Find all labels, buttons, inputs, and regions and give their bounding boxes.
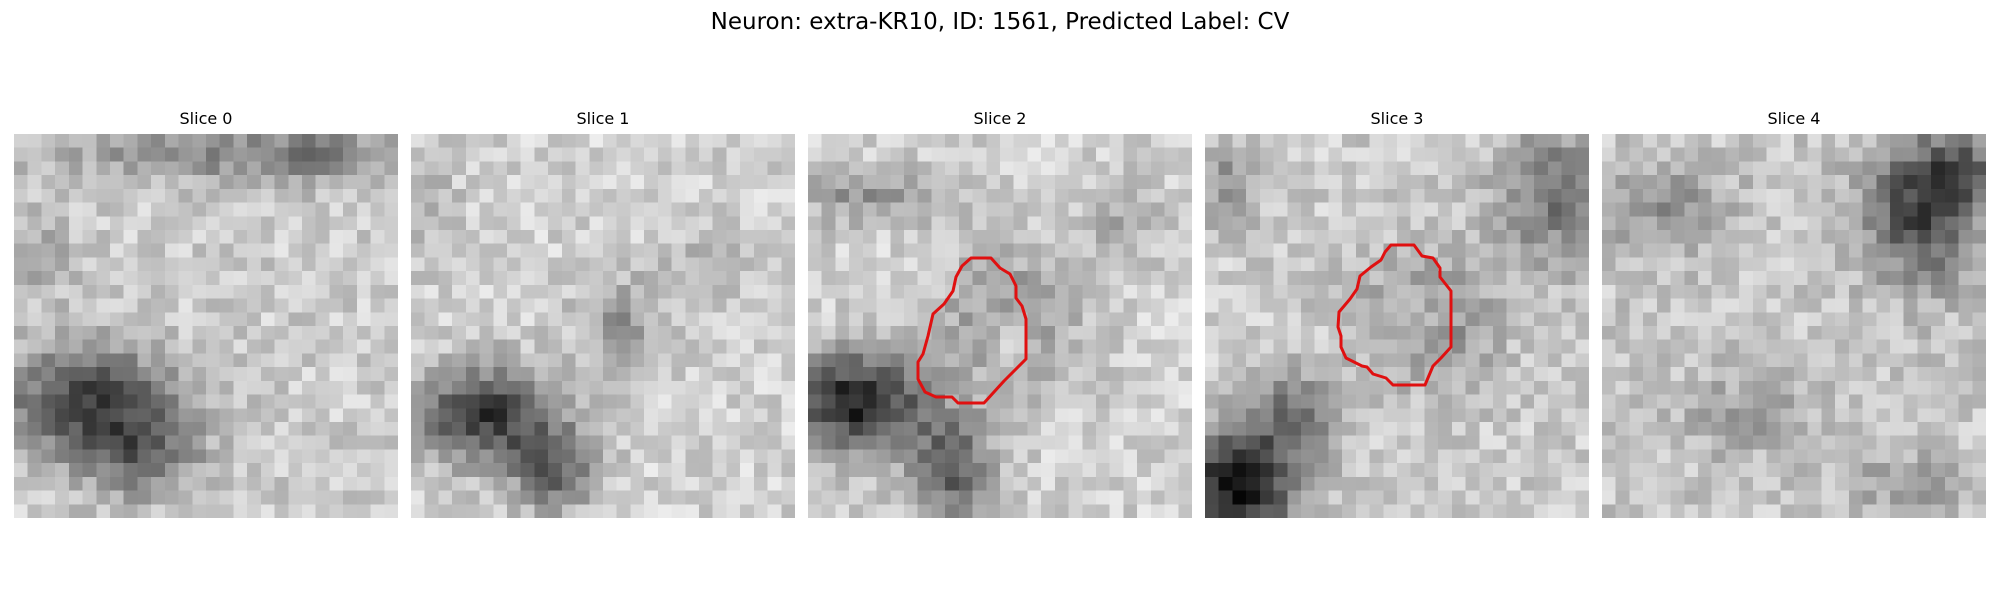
slice-title-0: Slice 0 bbox=[179, 109, 233, 128]
microscopy-slice-1 bbox=[411, 134, 795, 518]
slice-panel-0: Slice 0 bbox=[14, 108, 398, 518]
microscopy-slice-2 bbox=[808, 134, 1192, 518]
slice-panel-3: Slice 3 bbox=[1205, 108, 1589, 518]
slice-title-2: Slice 2 bbox=[973, 109, 1027, 128]
microscopy-slice-0 bbox=[14, 134, 398, 518]
slice-title-3: Slice 3 bbox=[1370, 109, 1424, 128]
slice-panel-4: Slice 4 bbox=[1602, 108, 1986, 518]
microscopy-slice-3 bbox=[1205, 134, 1589, 518]
microscopy-slice-4 bbox=[1602, 134, 1986, 518]
figure-title: Neuron: extra-KR10, ID: 1561, Predicted … bbox=[710, 9, 1290, 35]
slice-title-1: Slice 1 bbox=[576, 109, 630, 128]
slice-panel-2: Slice 2 bbox=[808, 108, 1192, 518]
slice-title-4: Slice 4 bbox=[1767, 109, 1821, 128]
slice-panel-1: Slice 1 bbox=[411, 108, 795, 518]
